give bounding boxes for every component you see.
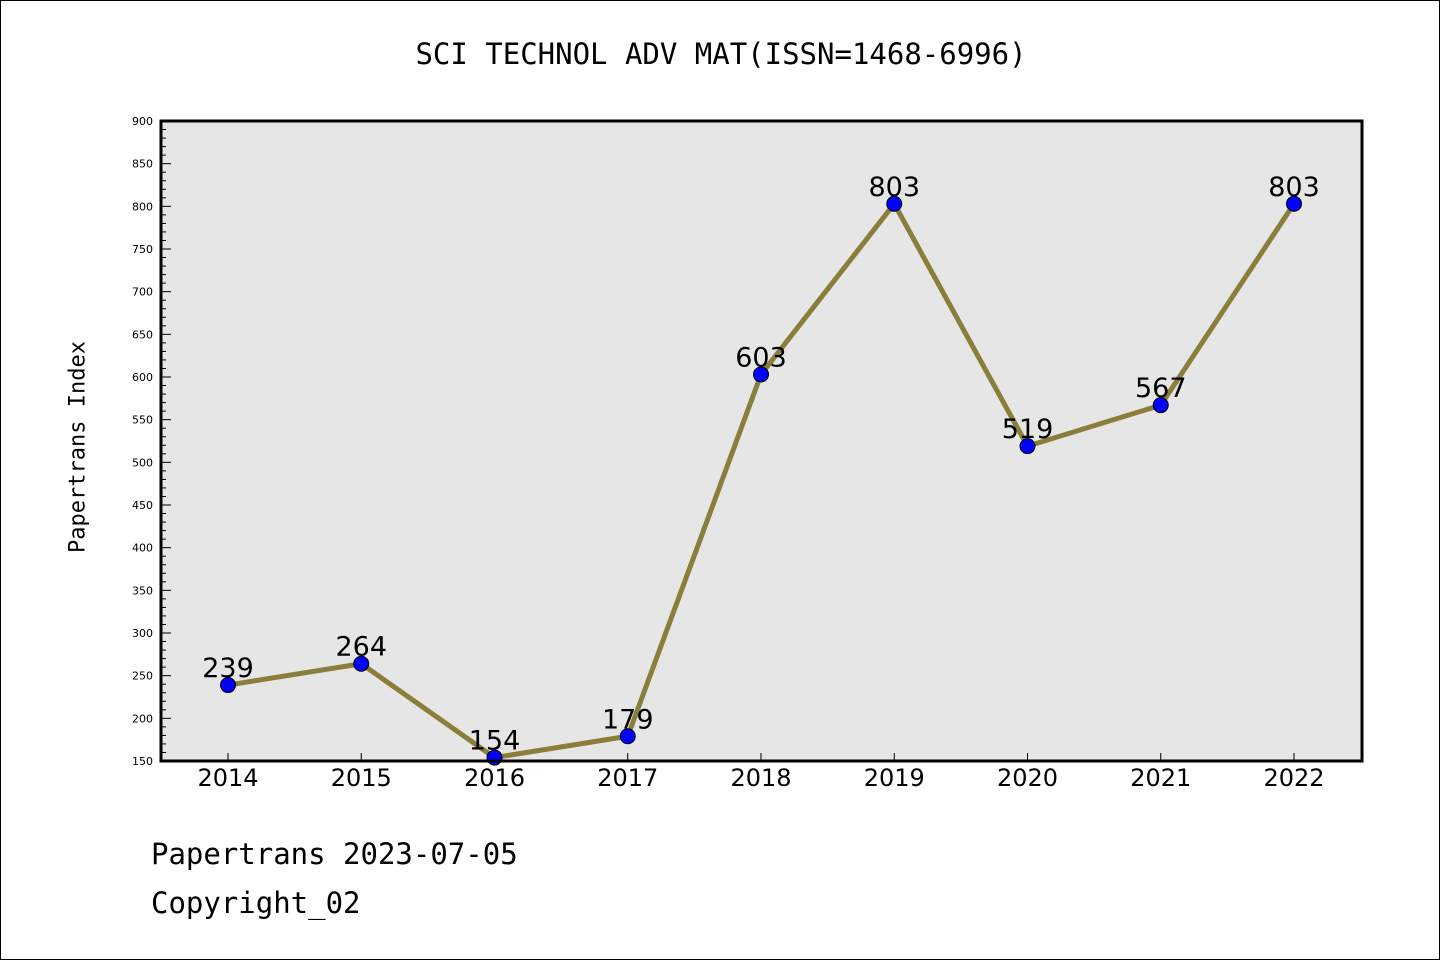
x-tick-label: 2018	[730, 764, 791, 792]
data-label: 803	[868, 172, 920, 203]
x-tick-label: 2022	[1263, 764, 1324, 792]
data-label: 264	[335, 632, 387, 663]
x-tick-label: 2019	[864, 764, 925, 792]
data-label: 154	[469, 726, 521, 757]
footer-copyright: Copyright_02	[151, 886, 361, 920]
chart-title: SCI TECHNOL ADV MAT(ISSN=1468-6996)	[415, 37, 1027, 71]
y-tick-label: 150	[132, 755, 153, 768]
series-layer: 239 264 154 179 603 803 519 567 803	[202, 172, 1320, 766]
y-tick-label: 500	[132, 456, 153, 469]
x-tick-label: 2014	[197, 764, 258, 792]
x-tick-label: 2015	[331, 764, 392, 792]
data-label: 179	[602, 704, 654, 735]
x-tick-label: 2016	[464, 764, 525, 792]
data-point	[619, 728, 636, 745]
y-tick-label: 850	[132, 158, 153, 171]
y-tick-label: 300	[132, 627, 153, 640]
x-tick-label: 2020	[997, 764, 1058, 792]
data-point	[1286, 195, 1302, 212]
x-tick-label: 2021	[1130, 764, 1191, 792]
y-tick-label: 600	[132, 371, 153, 384]
y-tick-label: 400	[132, 542, 153, 555]
data-label: 803	[1268, 172, 1320, 203]
data-point	[353, 655, 370, 672]
data-label: 519	[1002, 414, 1054, 445]
y-tick-label: 800	[132, 200, 153, 213]
data-point	[1152, 397, 1169, 414]
y-tick-label: 250	[132, 670, 153, 683]
data-point	[886, 195, 903, 212]
x-axis: 2014 2015 2016 2017 2018 2019 2020 2021 2022	[197, 753, 1325, 792]
y-tick-label: 200	[132, 712, 153, 725]
y-tick-label: 900	[132, 115, 153, 128]
y-tick-label: 750	[132, 243, 153, 256]
data-point	[1019, 438, 1036, 455]
y-tick-label: 450	[132, 499, 153, 512]
y-axis: 150 200 250 300 350 400 450 500 550 600 650 700 750 8…	[132, 115, 171, 768]
data-label: 603	[735, 342, 787, 373]
y-tick-label: 700	[132, 286, 153, 299]
x-tick-label: 2017	[597, 764, 658, 792]
data-label: 567	[1135, 373, 1187, 404]
footer-date: Papertrans 2023-07-05	[151, 837, 518, 871]
y-tick-label: 650	[132, 328, 153, 341]
y-tick-label: 350	[132, 584, 153, 597]
plot-frame	[159, 119, 1364, 763]
plot-area	[161, 121, 1362, 761]
y-tick-label: 550	[132, 414, 153, 427]
data-point	[753, 366, 769, 383]
data-point	[220, 677, 236, 694]
data-label: 239	[202, 653, 254, 684]
